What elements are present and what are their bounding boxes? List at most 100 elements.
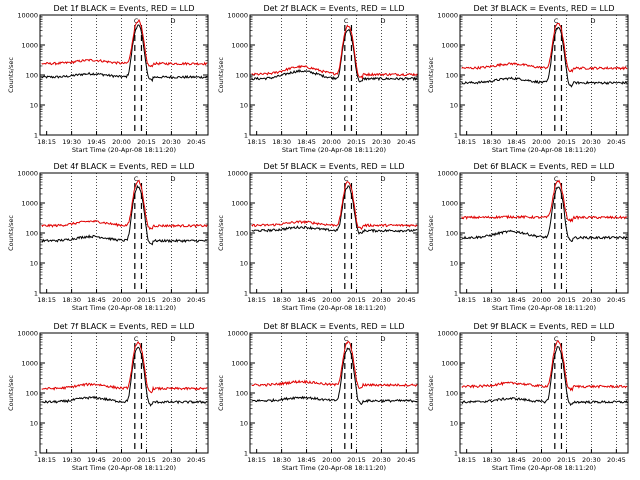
plot-frame: [249, 332, 419, 454]
x-tick-label: 20:30: [372, 296, 391, 304]
plot-frame: [459, 172, 629, 294]
x-tick-label: 20:00: [532, 456, 551, 464]
x-tick-label: 20:30: [162, 138, 181, 146]
x-tick-label: 18:15: [247, 456, 266, 464]
marker-label-d: D: [381, 175, 386, 183]
y-axis-label: Counts/sec: [7, 57, 15, 93]
y-tick-label: 1000: [21, 360, 38, 368]
y-tick-label: 1000: [441, 200, 458, 208]
x-tick-label: 20:00: [322, 138, 341, 146]
y-tick-label: 10000: [227, 330, 248, 338]
series-events-line: [41, 184, 208, 246]
marker-label-d: D: [171, 175, 176, 183]
y-axis-label: Counts/sec: [7, 215, 15, 251]
x-tick-label: 20:00: [112, 296, 131, 304]
y-tick-label: 1: [454, 450, 458, 458]
chart-panel-3: Det 3f BLACK = Events, RED = LLD 18:15 18:…: [427, 4, 629, 154]
chart-title: Det 1f BLACK = Events, RED = LLD: [53, 4, 194, 13]
series-events-line: [41, 24, 208, 83]
plot-frame: [459, 14, 629, 136]
y-tick-label: 100: [236, 230, 248, 238]
x-tick-label: 19:30: [62, 138, 81, 146]
marker-label-d: D: [381, 335, 386, 343]
y-tick-label: 1000: [231, 42, 248, 50]
series-events-line: [41, 346, 208, 407]
x-tick-label: 20:00: [322, 456, 341, 464]
marker-label-c: C: [554, 335, 559, 343]
marker-label-c: C: [554, 17, 559, 25]
x-tick-label: 18:45: [297, 296, 316, 304]
x-tick-label: 20:30: [372, 138, 391, 146]
x-axis-label: Start Time (20-Apr-08 18:11:20): [492, 304, 596, 312]
marker-label-c: C: [134, 335, 139, 343]
y-tick-label: 1000: [231, 200, 248, 208]
x-axis-label: Start Time (20-Apr-08 18:11:20): [282, 304, 386, 312]
chart-panel-5: Det 5f BLACK = Events, RED = LLD 18:15 18:…: [217, 162, 419, 312]
y-axis-label: Counts/sec: [427, 57, 435, 93]
y-tick-label: 10000: [437, 12, 458, 20]
y-tick-label: 1: [34, 450, 38, 458]
x-axis-label: Start Time (20-Apr-08 18:11:20): [492, 464, 596, 472]
x-tick-label: 18:45: [507, 138, 526, 146]
marker-label-d: D: [171, 17, 176, 25]
y-tick-label: 100: [446, 390, 458, 398]
y-tick-label: 100: [446, 230, 458, 238]
x-tick-label: 20:45: [607, 138, 626, 146]
x-tick-label: 18:15: [37, 456, 56, 464]
chart-title: Det 2f BLACK = Events, RED = LLD: [263, 4, 404, 13]
y-tick-label: 10000: [17, 170, 38, 178]
x-tick-label: 18:15: [457, 296, 476, 304]
x-tick-label: 20:00: [322, 296, 341, 304]
chart-panel-2: Det 2f BLACK = Events, RED = LLD 18:15 18:…: [217, 4, 419, 154]
series-lld-line: [41, 340, 208, 394]
y-tick-label: 10000: [17, 330, 38, 338]
y-tick-label: 1000: [441, 360, 458, 368]
x-tick-label: 18:45: [297, 138, 316, 146]
marker-label-c: C: [344, 17, 349, 25]
series-lld-line: [251, 340, 418, 389]
y-tick-label: 10: [450, 420, 458, 428]
x-tick-label: 18:30: [272, 456, 291, 464]
y-tick-label: 1: [244, 290, 248, 298]
y-tick-label: 1000: [21, 200, 38, 208]
series-events-line: [251, 28, 418, 83]
series-events-line: [251, 347, 418, 406]
x-tick-label: 19:45: [87, 138, 106, 146]
x-tick-label: 18:30: [272, 138, 291, 146]
chart-title: Det 9f BLACK = Events, RED = LLD: [473, 322, 614, 331]
series-lld-line: [461, 22, 628, 73]
chart-panel-7: Det 7f BLACK = Events, RED = LLD 18:15 19:…: [7, 322, 209, 472]
y-tick-label: 1000: [441, 42, 458, 50]
x-tick-label: 20:15: [137, 456, 156, 464]
plot-frame: [459, 332, 629, 454]
x-axis-label: Start Time (20-Apr-08 18:11:20): [282, 464, 386, 472]
x-tick-label: 20:30: [162, 456, 181, 464]
x-tick-label: 18:30: [482, 296, 501, 304]
series-events-line: [461, 345, 628, 407]
x-axis-label: Start Time (20-Apr-08 18:11:20): [72, 146, 176, 154]
x-tick-label: 20:45: [397, 296, 416, 304]
x-tick-label: 18:30: [482, 456, 501, 464]
x-tick-label: 18:45: [507, 296, 526, 304]
chart-panel-9: Det 9f BLACK = Events, RED = LLD 18:15 18:…: [427, 322, 629, 472]
marker-label-c: C: [344, 175, 349, 183]
y-tick-label: 10: [450, 260, 458, 268]
series-events-line: [461, 26, 628, 88]
y-tick-label: 1000: [21, 42, 38, 50]
x-tick-label: 20:15: [557, 138, 576, 146]
x-tick-label: 20:45: [607, 456, 626, 464]
x-tick-label: 20:15: [557, 456, 576, 464]
series-lld-line: [461, 340, 628, 392]
marker-label-c: C: [134, 175, 139, 183]
chart-title: Det 5f BLACK = Events, RED = LLD: [263, 162, 404, 171]
x-tick-label: 18:15: [457, 138, 476, 146]
y-axis-label: Counts/sec: [217, 57, 225, 93]
y-tick-label: 10000: [437, 170, 458, 178]
y-tick-label: 100: [236, 72, 248, 80]
plot-frame: [39, 172, 209, 294]
y-tick-label: 10: [30, 260, 38, 268]
x-tick-label: 19:45: [87, 456, 106, 464]
plot-frame: [39, 332, 209, 454]
x-tick-label: 20:45: [607, 296, 626, 304]
plot-frame: [249, 172, 419, 294]
